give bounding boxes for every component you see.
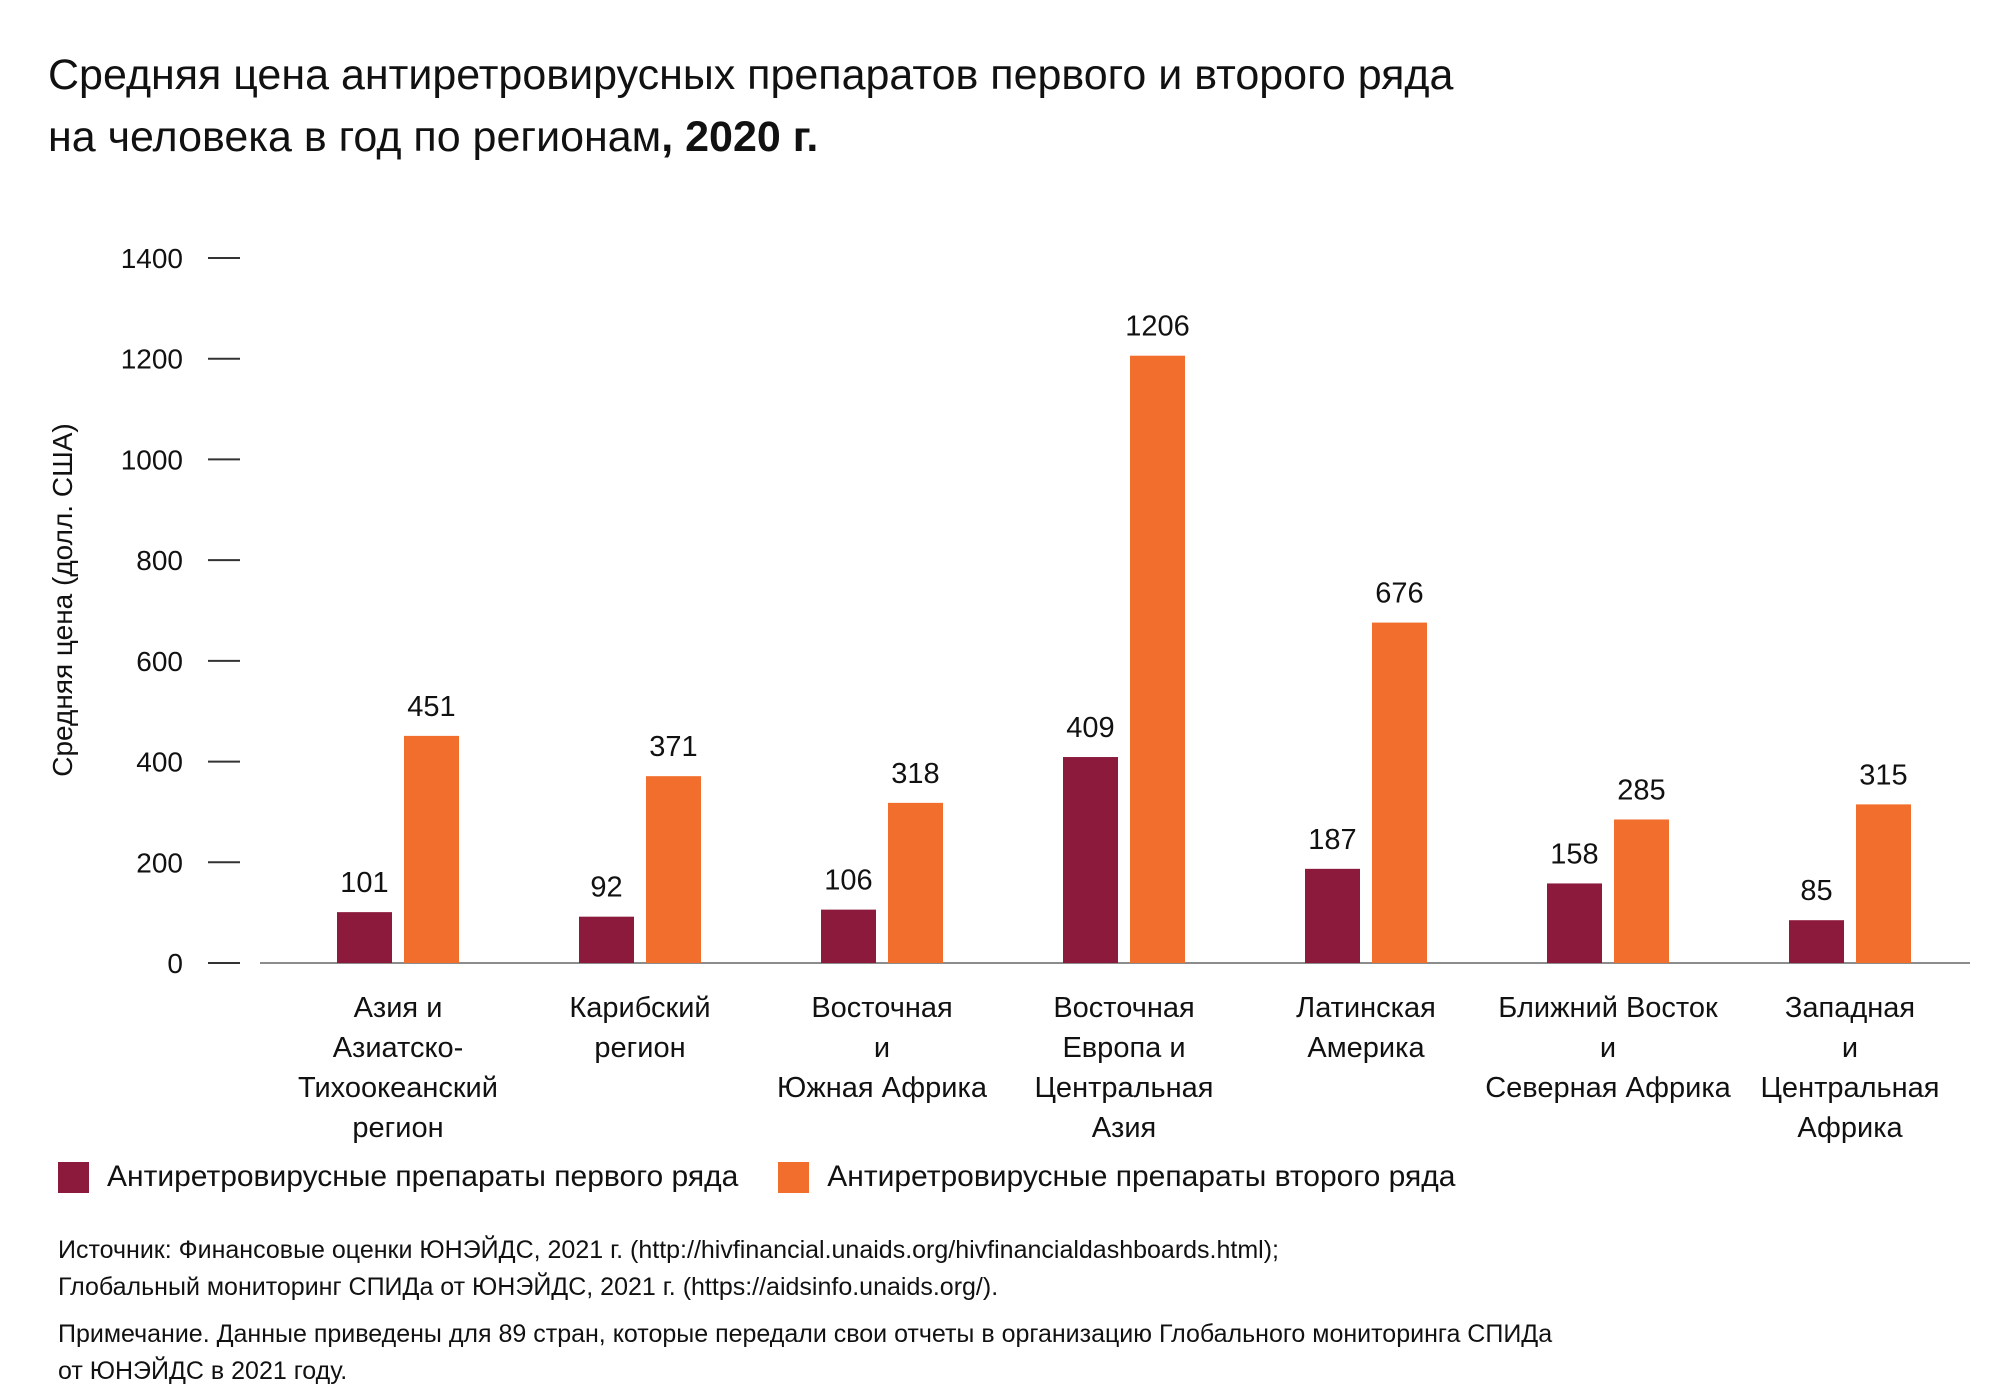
legend-item-second-line: Антиретровирусные препараты второго ряда <box>778 1160 1455 1194</box>
data-value-label: 106 <box>824 865 872 897</box>
category-label: Ближний Восток и Северная Африка <box>1485 992 1731 1104</box>
bar-second-line <box>646 776 701 963</box>
data-value-label: 187 <box>1308 824 1356 856</box>
y-tick-label: 1400 <box>121 243 183 274</box>
bar-first-line <box>1305 868 1360 963</box>
y-tick-label: 400 <box>136 747 183 778</box>
bar-second-line <box>1130 355 1185 963</box>
category-label: Карибский регион <box>569 992 710 1064</box>
data-value-label: 371 <box>649 731 697 763</box>
bar-chart: Средняя цена (долл. США) 0 200 400 600 800 10… <box>47 243 1970 1144</box>
bar-first-line <box>1063 757 1118 963</box>
bar-second-line <box>1372 622 1427 963</box>
data-value-label: 101 <box>340 867 388 899</box>
bar-second-line <box>1614 819 1669 963</box>
bar-first-line <box>1547 883 1602 963</box>
y-axis-label: Средняя цена (долл. США) <box>47 423 78 777</box>
note-line-1: Примечание. Данные приведены для 89 стра… <box>58 1320 1553 1348</box>
category-label: Восточная Европа и Центральная Азия <box>1034 992 1213 1144</box>
y-tick-label: 1200 <box>121 344 183 375</box>
source-line-1: Источник: Финансовые оценки ЮНЭЙДС, 2021… <box>58 1236 1279 1264</box>
bar-first-line <box>579 916 634 963</box>
data-value-label: 676 <box>1375 578 1423 610</box>
bar-second-line <box>888 802 943 963</box>
bar-first-line <box>337 912 392 963</box>
data-value-label: 318 <box>891 758 939 790</box>
value-labels-group: 101 451 92 371 106 318 409 1206 187 676 158 285 85 31… <box>340 311 1907 908</box>
note-line-2: от ЮНЭЙДС в 2021 году. <box>58 1357 348 1385</box>
data-value-label: 315 <box>1859 759 1907 791</box>
legend-swatch-first-line <box>58 1161 89 1193</box>
y-axis-ticks: 0 200 400 600 800 1000 1200 1400 <box>121 243 240 979</box>
bar-first-line <box>821 909 876 963</box>
legend-item-first-line: Антиретровирусные препараты первого ряда <box>58 1160 738 1194</box>
bar-first-line <box>1789 920 1844 963</box>
y-tick-label: 200 <box>136 847 183 878</box>
category-label: Западная и Центральная Африка <box>1760 992 1939 1144</box>
category-label: Латинская Америка <box>1296 992 1436 1064</box>
chart-title-line2: на человека в год по регионам <box>48 113 662 161</box>
bar-second-line <box>404 735 459 963</box>
chart-title-line1: Средняя цена антиретровирусных препарато… <box>48 51 1454 99</box>
data-value-label: 285 <box>1617 774 1665 806</box>
legend-label-first-line: Антиретровирусные препараты первого ряда <box>107 1160 739 1193</box>
data-value-label: 451 <box>407 691 455 723</box>
chart-title: Средняя цена антиретровирусных препарато… <box>48 44 1453 168</box>
data-value-label: 85 <box>1800 875 1832 907</box>
y-tick-label: 800 <box>136 545 183 576</box>
y-tick-label: 0 <box>167 948 183 979</box>
chart-title-year: , 2020 г. <box>661 113 819 161</box>
y-tick-label: 600 <box>136 646 183 677</box>
category-labels-group: Азия и Азиатско-Тихоокеанский регион Карибс… <box>298 992 1939 1144</box>
category-label: Восточная и Южная Африка <box>777 992 988 1104</box>
data-value-label: 158 <box>1550 838 1598 870</box>
bars-group <box>337 355 1911 963</box>
legend-swatch-second-line <box>778 1161 810 1193</box>
y-tick-label: 1000 <box>121 444 183 475</box>
bar-second-line <box>1856 804 1911 963</box>
data-value-label: 409 <box>1066 712 1114 744</box>
category-label: Азия и Азиатско-Тихоокеанский регион <box>298 992 498 1144</box>
legend-label-second-line: Антиретровирусные препараты второго ряда <box>827 1160 1456 1193</box>
data-value-label: 92 <box>590 872 622 904</box>
source-line-2: Глобальный мониторинг СПИДа от ЮНЭЙДС, 2… <box>58 1273 999 1301</box>
legend: Антиретровирусные препараты первого ряда… <box>58 1160 1495 1194</box>
data-value-label: 1206 <box>1125 311 1190 343</box>
footnotes: Источник: Финансовые оценки ЮНЭЙДС, 2021… <box>58 1232 1552 1390</box>
